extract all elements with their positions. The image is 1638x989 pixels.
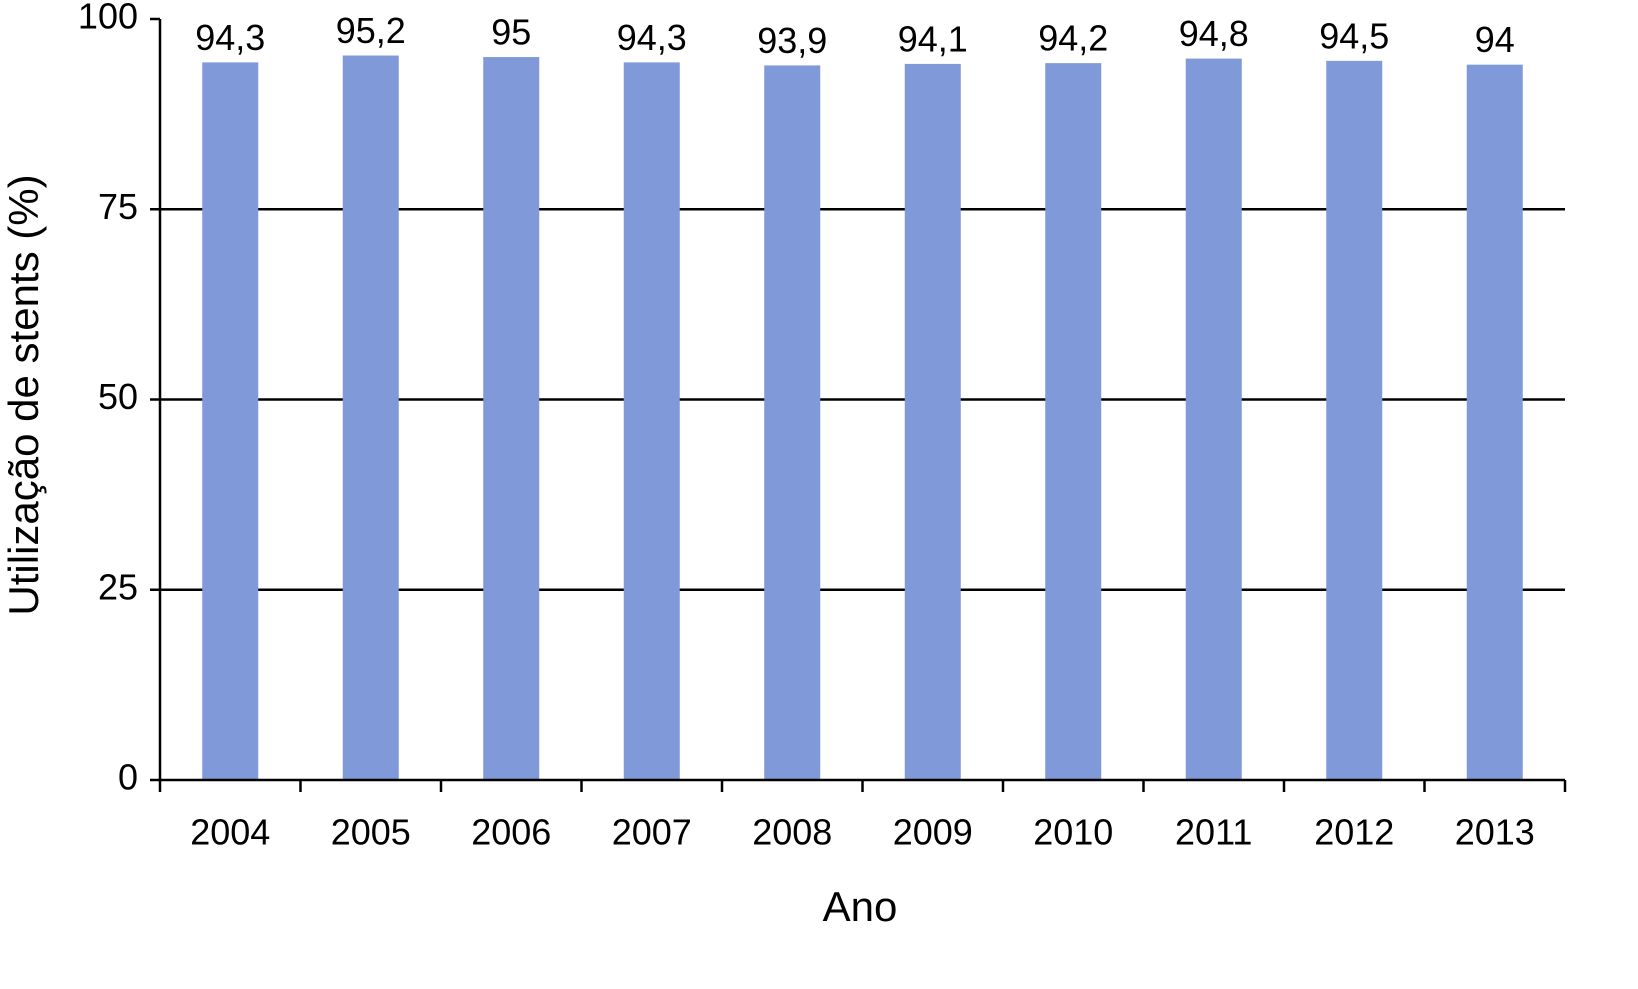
x-tick-label: 2011 [1175, 812, 1252, 853]
value-label: 94 [1475, 19, 1515, 60]
x-tick-label: 2009 [893, 812, 973, 853]
value-label: 94,8 [1179, 13, 1249, 54]
x-tick-label: 2013 [1455, 812, 1535, 853]
bar [483, 57, 540, 781]
bar [904, 63, 961, 781]
bar [202, 62, 259, 780]
bar [1466, 64, 1523, 780]
value-label: 94,5 [1319, 15, 1389, 56]
value-label: 94,2 [1038, 18, 1108, 59]
value-label: 95 [491, 12, 531, 53]
bar [1326, 60, 1383, 781]
bar [623, 62, 680, 780]
x-tick-label: 2010 [1033, 812, 1113, 853]
x-axis-title: Ano [823, 883, 898, 930]
value-label: 95,2 [336, 10, 406, 51]
x-tick-label: 2004 [190, 812, 270, 853]
y-tick-label: 25 [98, 566, 138, 607]
x-tick-label: 2008 [752, 812, 832, 853]
y-tick-label: 0 [118, 757, 138, 798]
bar [1045, 63, 1102, 780]
value-label: 94,1 [898, 18, 968, 59]
x-tick-label: 2007 [612, 812, 692, 853]
value-label: 93,9 [757, 20, 827, 61]
bar [342, 55, 399, 780]
x-tick-label: 2005 [331, 812, 411, 853]
value-label: 94,3 [617, 17, 687, 58]
y-tick-label: 100 [78, 0, 138, 37]
bar [1185, 58, 1242, 780]
y-axis-title: Utilização de stents (%) [0, 174, 47, 615]
x-tick-label: 2006 [471, 812, 551, 853]
x-tick-label: 2012 [1314, 812, 1394, 853]
bar [764, 65, 821, 780]
y-tick-label: 75 [98, 186, 138, 227]
value-label: 94,3 [195, 17, 265, 58]
y-tick-label: 50 [98, 376, 138, 417]
